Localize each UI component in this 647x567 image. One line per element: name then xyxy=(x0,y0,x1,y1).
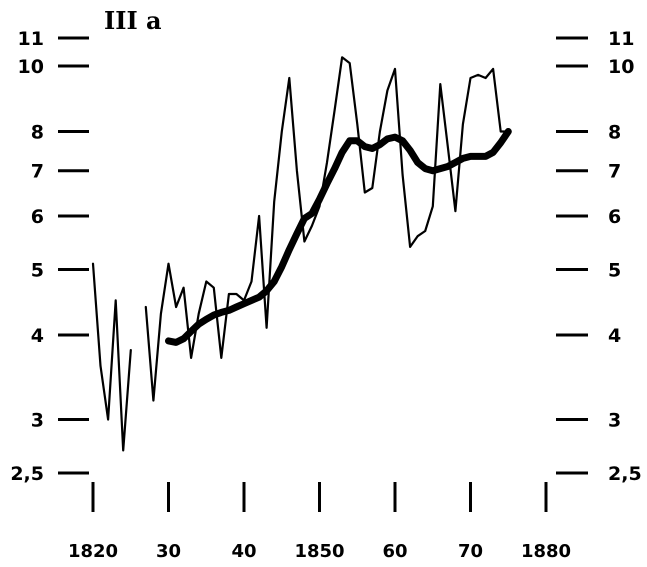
y-tick-label-left: 3 xyxy=(31,409,44,431)
y-tick-label-right: 10 xyxy=(608,56,634,78)
series-thick-line-segment-0 xyxy=(165,128,512,346)
y-tick-label-left: 11 xyxy=(18,28,44,50)
y-tick-label-right: 5 xyxy=(608,259,621,281)
y-tick-label-left: 2,5 xyxy=(10,463,44,485)
series-layer xyxy=(91,56,512,452)
x-tick-label: 1820 xyxy=(68,541,118,562)
x-tick-label: 30 xyxy=(156,541,181,562)
y-tick-label-left: 5 xyxy=(31,259,44,281)
x-tick-label: 1880 xyxy=(521,541,571,562)
y-tick-label-right: 8 xyxy=(608,121,621,143)
series-thin-line-segment-1 xyxy=(144,56,510,402)
y-tick-label-left: 6 xyxy=(31,206,44,228)
x-tick-label: 60 xyxy=(382,541,407,562)
y-axis-left: 11 10 8 7 6 5 4 3 2,5 xyxy=(10,28,89,485)
chart-title: III a xyxy=(104,6,162,35)
y-tick-label-right: 4 xyxy=(608,325,621,347)
x-tick-label: 1850 xyxy=(294,541,344,562)
y-axis-right: 11 10 8 7 6 5 4 3 2,5 xyxy=(556,28,642,485)
y-tick-label-right: 3 xyxy=(608,409,621,431)
x-axis: 1820 30 40 1850 60 70 1880 xyxy=(68,482,571,562)
y-tick-label-right: 11 xyxy=(608,28,634,50)
y-tick-label-left: 8 xyxy=(31,121,44,143)
y-tick-label-left: 7 xyxy=(31,161,44,183)
series-thin-line-segment-0 xyxy=(91,262,132,452)
y-tick-label-right: 6 xyxy=(608,206,621,228)
x-tick-label: 40 xyxy=(231,541,256,562)
x-tick-label: 70 xyxy=(458,541,483,562)
y-tick-label-right: 2,5 xyxy=(608,463,642,485)
y-tick-label-right: 7 xyxy=(608,161,621,183)
y-tick-label-left: 10 xyxy=(18,56,44,78)
y-tick-label-left: 4 xyxy=(31,325,44,347)
